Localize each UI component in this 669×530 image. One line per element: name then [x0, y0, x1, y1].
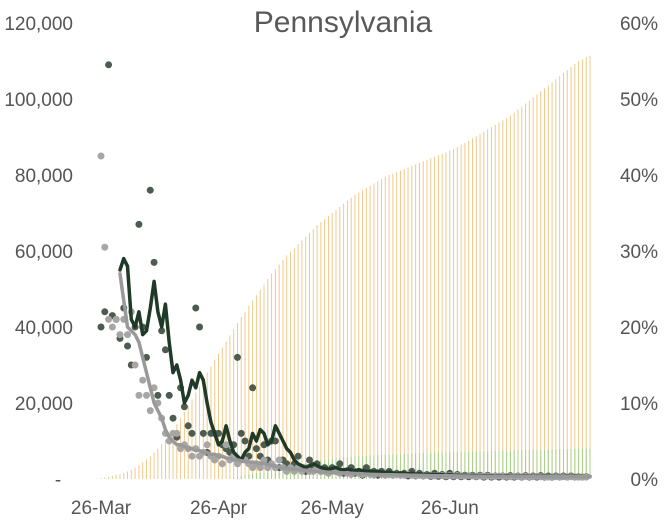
scatter-point	[192, 304, 200, 312]
scatter-point	[124, 342, 132, 350]
x-tick-label: 26-Mar	[71, 498, 132, 519]
scatter-point	[116, 331, 124, 339]
y-right-tick-label: 10%	[620, 394, 658, 415]
cumulative-bars	[100, 55, 591, 479]
scatter-point	[131, 361, 139, 369]
scatter-point	[124, 331, 132, 339]
y-right-tick-label: 20%	[620, 318, 658, 339]
y-left-tick-label: 80,000	[15, 166, 73, 187]
scatter-point	[233, 353, 241, 361]
scatter-point	[252, 445, 260, 453]
scatter-point	[275, 456, 283, 464]
scatter-point	[135, 220, 143, 228]
scatter-point	[222, 441, 230, 449]
scatter-point	[154, 391, 162, 399]
y-left-tick-label: 60,000	[15, 242, 73, 263]
scatter-point	[256, 464, 264, 472]
scatter-point	[139, 376, 147, 384]
scatter-point	[241, 437, 249, 445]
y-left-tick-label: 40,000	[15, 318, 73, 339]
scatter-point	[146, 407, 154, 415]
scatter-point	[101, 243, 109, 251]
scatter-point	[108, 323, 116, 331]
y-right-tick-label: 0%	[631, 470, 659, 491]
scatter-point	[158, 327, 166, 335]
scatter-point	[199, 429, 207, 437]
scatter-point	[97, 323, 105, 331]
x-tick-label: 26-May	[301, 498, 365, 519]
scatter-point	[237, 429, 245, 437]
y-right-tick-label: 40%	[620, 166, 658, 187]
y-right-tick-label: 30%	[620, 242, 658, 263]
daily-bars	[229, 448, 591, 479]
axes: - 20,000 40,000 60,000 80,000 100,000 120,000 0…	[4, 14, 658, 519]
x-tick-label: 26-Apr	[190, 498, 248, 519]
y-right-tick-label: 60%	[620, 14, 658, 35]
chart-title: Pennsylvania	[254, 6, 433, 39]
scatter-point	[184, 422, 192, 430]
scatter-point	[169, 414, 177, 422]
scatter-point	[249, 384, 257, 392]
scatter-point	[336, 460, 344, 468]
scatter-point	[112, 315, 120, 323]
scatter-point	[203, 441, 211, 449]
y-right-tick-label: 50%	[620, 90, 658, 111]
scatter-point	[101, 308, 109, 316]
scatter-point	[218, 460, 226, 468]
scatter-point	[188, 429, 196, 437]
x-tick-label: 26-Jun	[421, 498, 479, 519]
scatter-point	[142, 391, 150, 399]
y-left-tick-label: -	[55, 470, 61, 491]
scatter-point	[146, 186, 154, 194]
scatter-point	[180, 403, 188, 411]
scatter-point	[150, 258, 158, 266]
scatter-point	[173, 429, 181, 437]
scatter-point	[105, 61, 113, 69]
y-left-tick-label: 120,000	[4, 14, 73, 35]
scatter-point	[294, 452, 302, 460]
series-lines	[118, 256, 592, 479]
y-left-tick-label: 100,000	[4, 90, 73, 111]
scatter-point	[97, 152, 105, 160]
scatter-point	[196, 323, 204, 331]
series-line-3	[118, 272, 592, 479]
scatter-point	[165, 391, 173, 399]
scatter-point	[305, 456, 313, 464]
scatter-point	[105, 315, 113, 323]
scatter-point	[135, 391, 143, 399]
scatter-point	[161, 346, 169, 354]
y-left-tick-label: 20,000	[15, 394, 73, 415]
scatter-point	[188, 452, 196, 460]
